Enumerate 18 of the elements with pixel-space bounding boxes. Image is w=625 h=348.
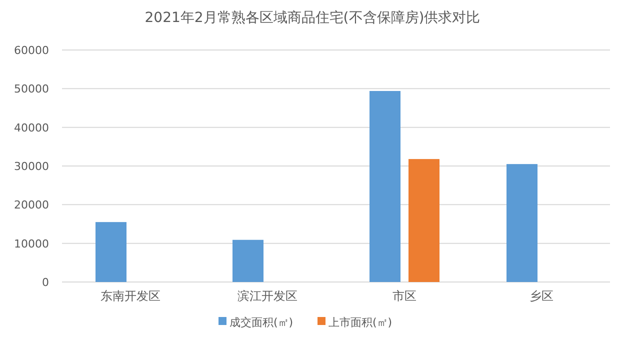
x-tick-label: 滨江开发区 bbox=[238, 289, 298, 303]
y-tick-label: 10000 bbox=[14, 237, 49, 250]
y-tick-label: 60000 bbox=[14, 44, 49, 57]
title: 2021年2月常熟各区域商品住宅(不含保障房)供求对比 bbox=[144, 10, 480, 26]
bar bbox=[96, 222, 126, 282]
x-tick-label: 市区 bbox=[392, 289, 416, 303]
y-tick-label: 50000 bbox=[14, 82, 49, 96]
y-tick-label: 30000 bbox=[14, 160, 49, 173]
y-tick-label: 20000 bbox=[14, 198, 49, 212]
bar bbox=[232, 240, 264, 282]
bar bbox=[506, 164, 538, 282]
bar bbox=[370, 90, 400, 282]
legend-label: 上市面积(㎡) bbox=[328, 316, 392, 329]
legend-label: 成交面积(㎡) bbox=[230, 316, 294, 329]
y-tick-label: 0 bbox=[42, 276, 49, 289]
y-tick-label: 40000 bbox=[14, 121, 49, 134]
x-tick-label: 乡区 bbox=[530, 289, 554, 303]
x-tick-label: 东南开发区 bbox=[100, 289, 160, 303]
